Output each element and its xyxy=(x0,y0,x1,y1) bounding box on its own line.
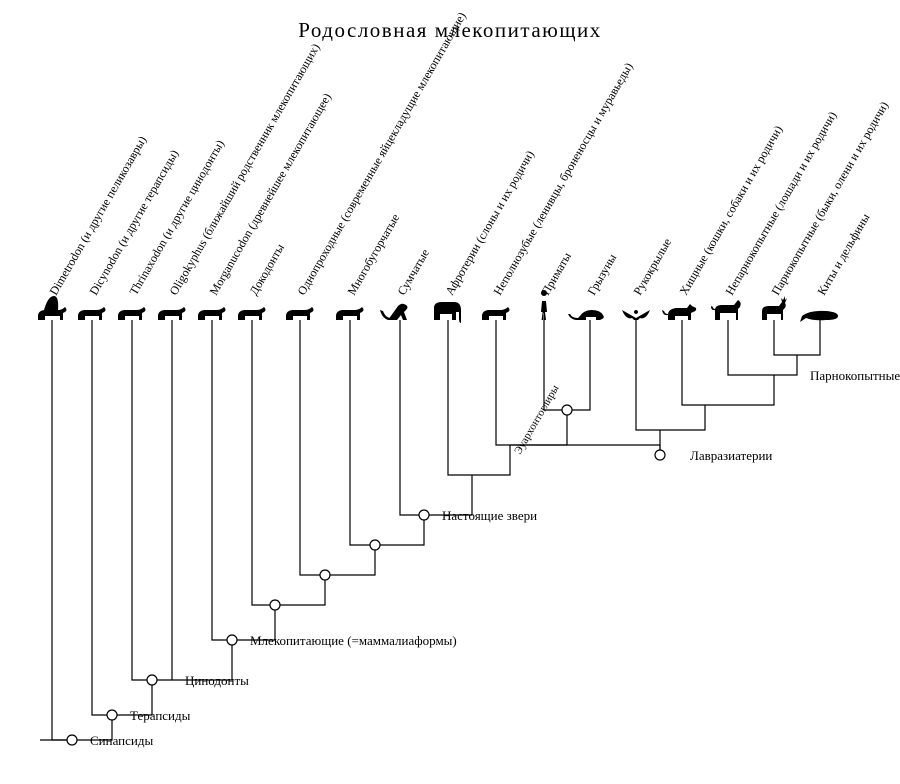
node-label: Синапсиды xyxy=(90,733,153,748)
multis-icon xyxy=(336,307,364,320)
node-label: Млекопитающие (=маммалиаформы) xyxy=(250,633,457,648)
branch xyxy=(660,405,705,430)
node-dot xyxy=(67,735,77,745)
tip-label: Однопроходные (современные яйцекладущие … xyxy=(294,10,468,298)
oligokyphus-icon xyxy=(158,307,186,320)
branch xyxy=(510,445,660,455)
branch xyxy=(132,330,152,680)
edges xyxy=(40,320,820,740)
branch xyxy=(52,330,72,740)
branch xyxy=(92,330,112,715)
branch xyxy=(375,515,424,545)
node-dot xyxy=(370,540,380,550)
marsupials-icon xyxy=(380,304,408,320)
rodents-icon xyxy=(568,310,604,320)
node-label: Парнокопытные xyxy=(810,368,900,383)
node-dot xyxy=(147,675,157,685)
branch xyxy=(797,330,820,355)
docodonts-icon xyxy=(238,307,266,320)
branch xyxy=(728,330,774,375)
artio-icon xyxy=(762,296,787,320)
tip-label: Сумчатые xyxy=(394,246,432,297)
dimetrodon-icon xyxy=(38,296,67,320)
node-dot xyxy=(227,635,237,645)
node-dot xyxy=(655,450,665,460)
node-dot xyxy=(562,405,572,415)
tip-label: Афротерии (слоны и их родичи) xyxy=(442,148,536,297)
node-label: Лавразиатерии xyxy=(690,448,772,463)
xenarthra-icon xyxy=(482,307,510,320)
branch xyxy=(496,330,510,445)
branch xyxy=(636,330,660,430)
branch xyxy=(774,330,797,355)
branch xyxy=(682,330,705,405)
phylogeny-tree: Синапсиды Терапсиды Цинодонты Млекопитающие… xyxy=(0,0,900,784)
branch xyxy=(212,330,232,640)
thrinaxodon-icon xyxy=(118,307,146,320)
bats-icon xyxy=(622,310,650,320)
dicynodon-icon xyxy=(78,307,106,320)
afrotheria-icon xyxy=(434,302,461,323)
cetacea-icon xyxy=(800,311,838,322)
morganucodon-icon xyxy=(198,307,226,320)
node-label: Настоящие звери xyxy=(442,508,537,523)
branch xyxy=(400,330,424,515)
monotremes-icon xyxy=(286,307,314,320)
tip-label: Докодонты xyxy=(246,241,287,297)
branch xyxy=(567,330,590,410)
branch xyxy=(252,330,275,605)
branch xyxy=(275,575,325,605)
branch xyxy=(448,330,472,475)
tip-label: Приматы xyxy=(538,250,574,298)
tip-label: Грызуны xyxy=(584,251,619,297)
carnivora-icon xyxy=(662,304,696,320)
node-dot xyxy=(107,710,117,720)
tip-label: Рукокрылые xyxy=(630,236,674,298)
branch xyxy=(705,375,774,405)
node-dot xyxy=(419,510,429,520)
tip-label: Oligokyphus (ближайший родственник млеко… xyxy=(166,41,322,297)
branch xyxy=(325,545,375,575)
tip-label: Многобугорчатые xyxy=(344,211,402,297)
tip-label: Киты и дельфины xyxy=(814,211,872,297)
branch xyxy=(774,355,797,375)
node-label: Цинодонты xyxy=(185,673,249,688)
perisso-icon xyxy=(711,300,741,320)
branch xyxy=(350,330,375,545)
branch xyxy=(472,445,510,475)
internal-nodes: Синапсиды Терапсиды Цинодонты Млекопитающие… xyxy=(67,368,900,748)
node-label: Терапсиды xyxy=(130,708,191,723)
tips: Dimetrodon (и другие пеликозавры)Dicynod… xyxy=(38,10,891,323)
node-dot xyxy=(270,600,280,610)
branch xyxy=(300,330,325,575)
node-dot xyxy=(320,570,330,580)
